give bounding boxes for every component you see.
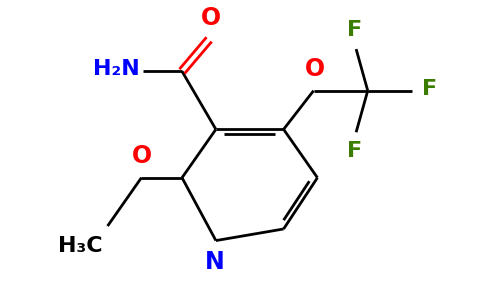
Text: O: O [132, 144, 152, 168]
Text: F: F [347, 141, 362, 161]
Text: H₂N: H₂N [93, 59, 139, 80]
Text: O: O [304, 57, 325, 81]
Text: N: N [205, 250, 225, 274]
Text: H₃C: H₃C [58, 236, 103, 256]
Text: O: O [201, 6, 221, 30]
Text: F: F [347, 20, 362, 40]
Text: F: F [422, 79, 437, 99]
